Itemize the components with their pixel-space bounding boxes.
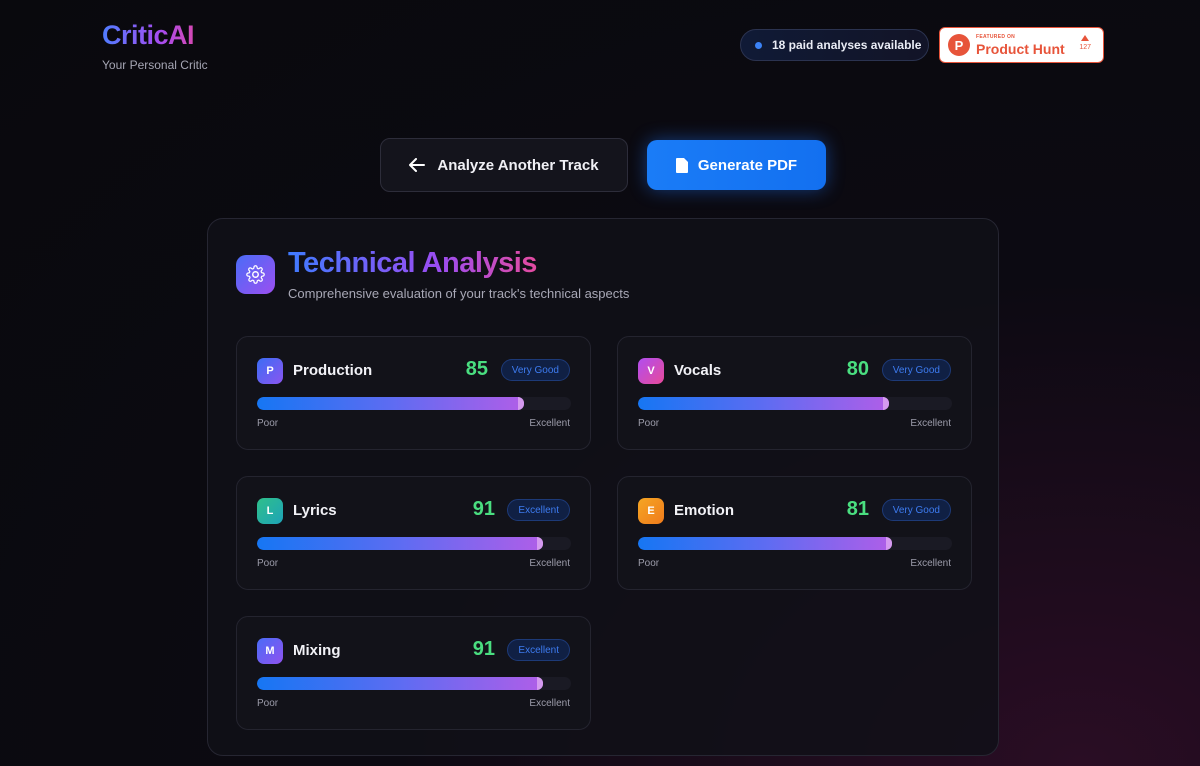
- generate-pdf-label: Generate PDF: [697, 156, 798, 174]
- brand-tagline: Your Personal Critic: [102, 58, 208, 72]
- metric-card-mixing: M Mixing 91 Excellent Poor Excellent: [236, 616, 591, 730]
- scale-low-label: Poor: [638, 418, 660, 429]
- metric-score: 80: [846, 358, 869, 380]
- scale-low-label: Poor: [638, 558, 660, 569]
- metric-letter-icon: E: [638, 498, 664, 524]
- scale-low-label: Poor: [257, 698, 279, 709]
- analyze-another-track-button[interactable]: Analyze Another Track: [380, 138, 628, 192]
- product-hunt-badge[interactable]: P FEATURED ON Product Hunt 127: [939, 27, 1104, 63]
- scale-high-label: Excellent: [529, 418, 570, 429]
- status-dot-icon: [755, 41, 762, 49]
- metric-card-emotion: E Emotion 81 Very Good Poor Excellent: [617, 476, 972, 590]
- technical-analysis-card: Technical Analysis Comprehensive evaluat…: [207, 218, 999, 756]
- metric-letter-icon: V: [638, 358, 664, 384]
- analyze-another-track-label: Analyze Another Track: [437, 156, 599, 174]
- score-bar-fill: [257, 397, 524, 410]
- metric-card-production: P Production 85 Very Good Poor Excellent: [236, 336, 591, 450]
- metric-card-lyrics: L Lyrics 91 Excellent Poor Excellent: [236, 476, 591, 590]
- score-bar: [638, 537, 952, 550]
- rating-badge: Very Good: [500, 359, 570, 381]
- metric-score: 81: [846, 498, 869, 520]
- score-bar-fill: [638, 537, 893, 550]
- metric-letter-icon: L: [257, 498, 283, 524]
- metric-name: Lyrics: [293, 502, 337, 519]
- metric-name: Production: [293, 362, 373, 379]
- upvote-arrow-icon: [1081, 35, 1090, 41]
- metric-letter-icon: P: [257, 358, 283, 384]
- score-bar: [638, 397, 952, 410]
- scale-high-label: Excellent: [910, 558, 951, 569]
- metric-name: Vocals: [674, 362, 722, 379]
- rating-badge: Excellent: [507, 499, 570, 521]
- metric-score: 85: [465, 358, 488, 380]
- score-bar-fill: [257, 537, 543, 550]
- gear-icon: [236, 255, 275, 294]
- metric-letter-icon: M: [257, 638, 283, 664]
- product-hunt-featured: FEATURED ON: [976, 33, 1016, 40]
- section-subtitle: Comprehensive evaluation of your track's…: [288, 286, 630, 301]
- section-title: Technical Analysis: [288, 247, 537, 279]
- arrow-left-icon: [409, 158, 426, 172]
- product-hunt-votes: 127: [1079, 35, 1091, 51]
- score-bar: [257, 537, 571, 550]
- generate-pdf-button[interactable]: Generate PDF: [647, 140, 826, 190]
- scale-high-label: Excellent: [529, 558, 570, 569]
- score-bar-fill: [257, 677, 543, 690]
- scale-low-label: Poor: [257, 418, 279, 429]
- score-bar-fill: [638, 397, 890, 410]
- metric-name: Emotion: [674, 502, 734, 519]
- score-bar: [257, 677, 571, 690]
- product-hunt-vote-count: 127: [1079, 44, 1091, 51]
- scale-high-label: Excellent: [910, 418, 951, 429]
- credits-label: 18 paid analyses available: [772, 38, 922, 52]
- metric-score: 91: [472, 498, 495, 520]
- brand-logo[interactable]: CriticAI: [102, 20, 208, 50]
- rating-badge: Excellent: [507, 639, 570, 661]
- rating-badge: Very Good: [881, 359, 951, 381]
- product-hunt-name: Product Hunt: [976, 40, 1065, 57]
- rating-badge: Very Good: [881, 499, 951, 521]
- brand[interactable]: CriticAI Your Personal Critic: [102, 20, 208, 72]
- scale-high-label: Excellent: [529, 698, 570, 709]
- scale-low-label: Poor: [257, 558, 279, 569]
- metric-score: 91: [472, 638, 495, 660]
- credits-badge[interactable]: 18 paid analyses available: [740, 29, 929, 61]
- metric-card-vocals: V Vocals 80 Very Good Poor Excellent: [617, 336, 972, 450]
- document-icon: [675, 157, 688, 173]
- metric-name: Mixing: [293, 642, 341, 659]
- product-hunt-logo-icon: P: [948, 34, 970, 56]
- score-bar: [257, 397, 571, 410]
